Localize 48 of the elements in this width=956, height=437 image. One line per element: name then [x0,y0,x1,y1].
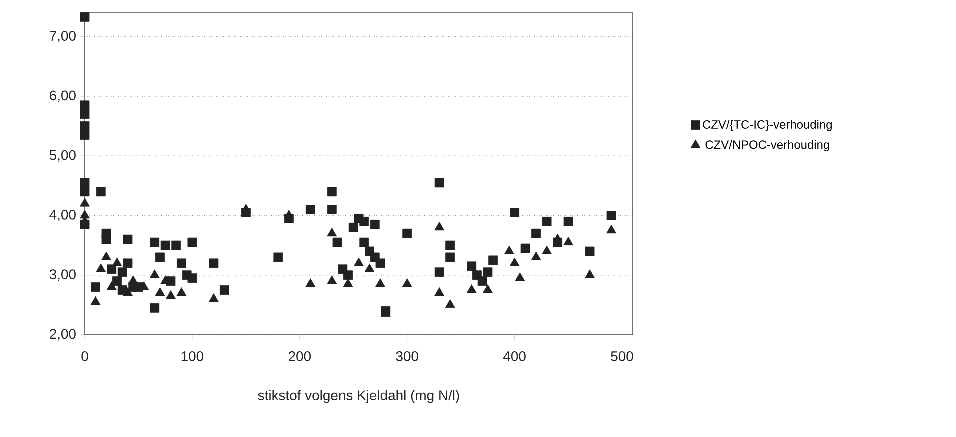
point [402,278,412,288]
y-tick-label: 6,00 [50,90,76,102]
point [445,299,456,308]
point [128,276,138,284]
point [208,294,219,302]
point [434,288,445,296]
x-axis-title: stikstof volgens Kjeldahl (mg N/l) [258,390,460,404]
point [542,246,552,254]
point [327,276,338,284]
point [504,246,514,254]
point [466,284,477,294]
point [112,258,122,266]
point [80,198,90,207]
y-tick-label: 2,00 [50,329,76,341]
x-tick-label: 100 [182,352,204,362]
point [102,252,112,260]
point [306,278,316,288]
legend-label: CZV/NPOC-verhouding [706,140,830,152]
point [364,264,375,272]
x-tick-label: 200 [288,352,311,362]
point [96,264,106,272]
legend-label: CZV/{TC-IC}-verhouding [703,120,832,132]
y-tick-label: 7,00 [50,31,76,43]
point [515,272,526,282]
point [90,296,101,306]
y-tick-label: 3,00 [50,270,76,282]
x-tick-label: 0 [82,352,88,362]
point [106,282,117,290]
point [564,236,574,246]
x-tick-label: 300 [396,352,418,362]
point [482,284,493,294]
point [155,288,166,296]
point [376,278,386,288]
point [150,270,160,278]
x-tick-label: 500 [611,352,634,362]
point [354,258,364,266]
y-tick-label: 4,00 [50,210,76,222]
point [166,290,176,300]
point [606,224,616,234]
point [585,270,595,278]
x-tick-label: 400 [503,352,526,362]
point [434,222,445,231]
point [510,258,520,266]
point [327,228,338,237]
point [531,252,542,260]
point [343,278,354,288]
point [176,288,187,296]
y-tick-label: 5,00 [50,150,76,162]
